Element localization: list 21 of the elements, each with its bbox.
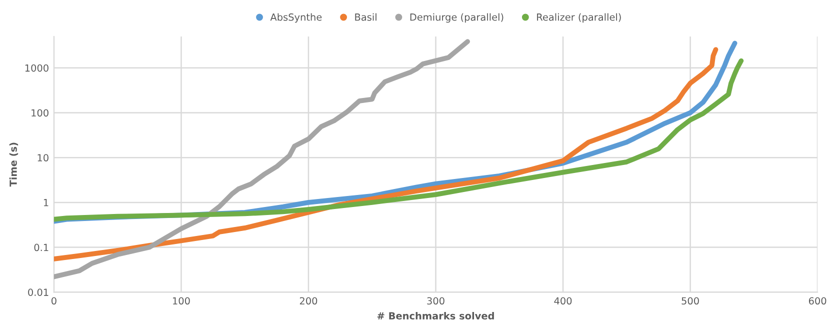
legend-label: AbsSynthe [270,13,322,23]
x-tick-label: 500 [682,297,699,305]
line-series [54,39,470,280]
y-tick-label: 0.01 [28,288,48,296]
legend-label: Basil [355,13,376,21]
y-tick-label: 1000 [25,64,48,72]
line-series [54,47,718,262]
y-tick-label: 100 [32,109,48,117]
x-tick-label: 0 [52,297,56,305]
x-tick-label: 100 [173,297,190,305]
legend-label: Realizer (parallel) [537,13,621,23]
y-tick-label: 1 [44,199,48,206]
x-tick-label: 600 [808,297,826,305]
x-tick-label: 400 [554,297,572,305]
y-tick-label: 0.1 [34,244,48,252]
legend-label: Demiurge (parallel) [410,13,504,23]
x-tick-label: 300 [427,297,444,305]
y-tick-label: 10 [38,154,48,162]
y-axis-title: Time (s) [9,142,18,187]
x-tick-label: 200 [300,297,318,305]
x-axis-title: # Benchmarks solved [377,312,494,320]
